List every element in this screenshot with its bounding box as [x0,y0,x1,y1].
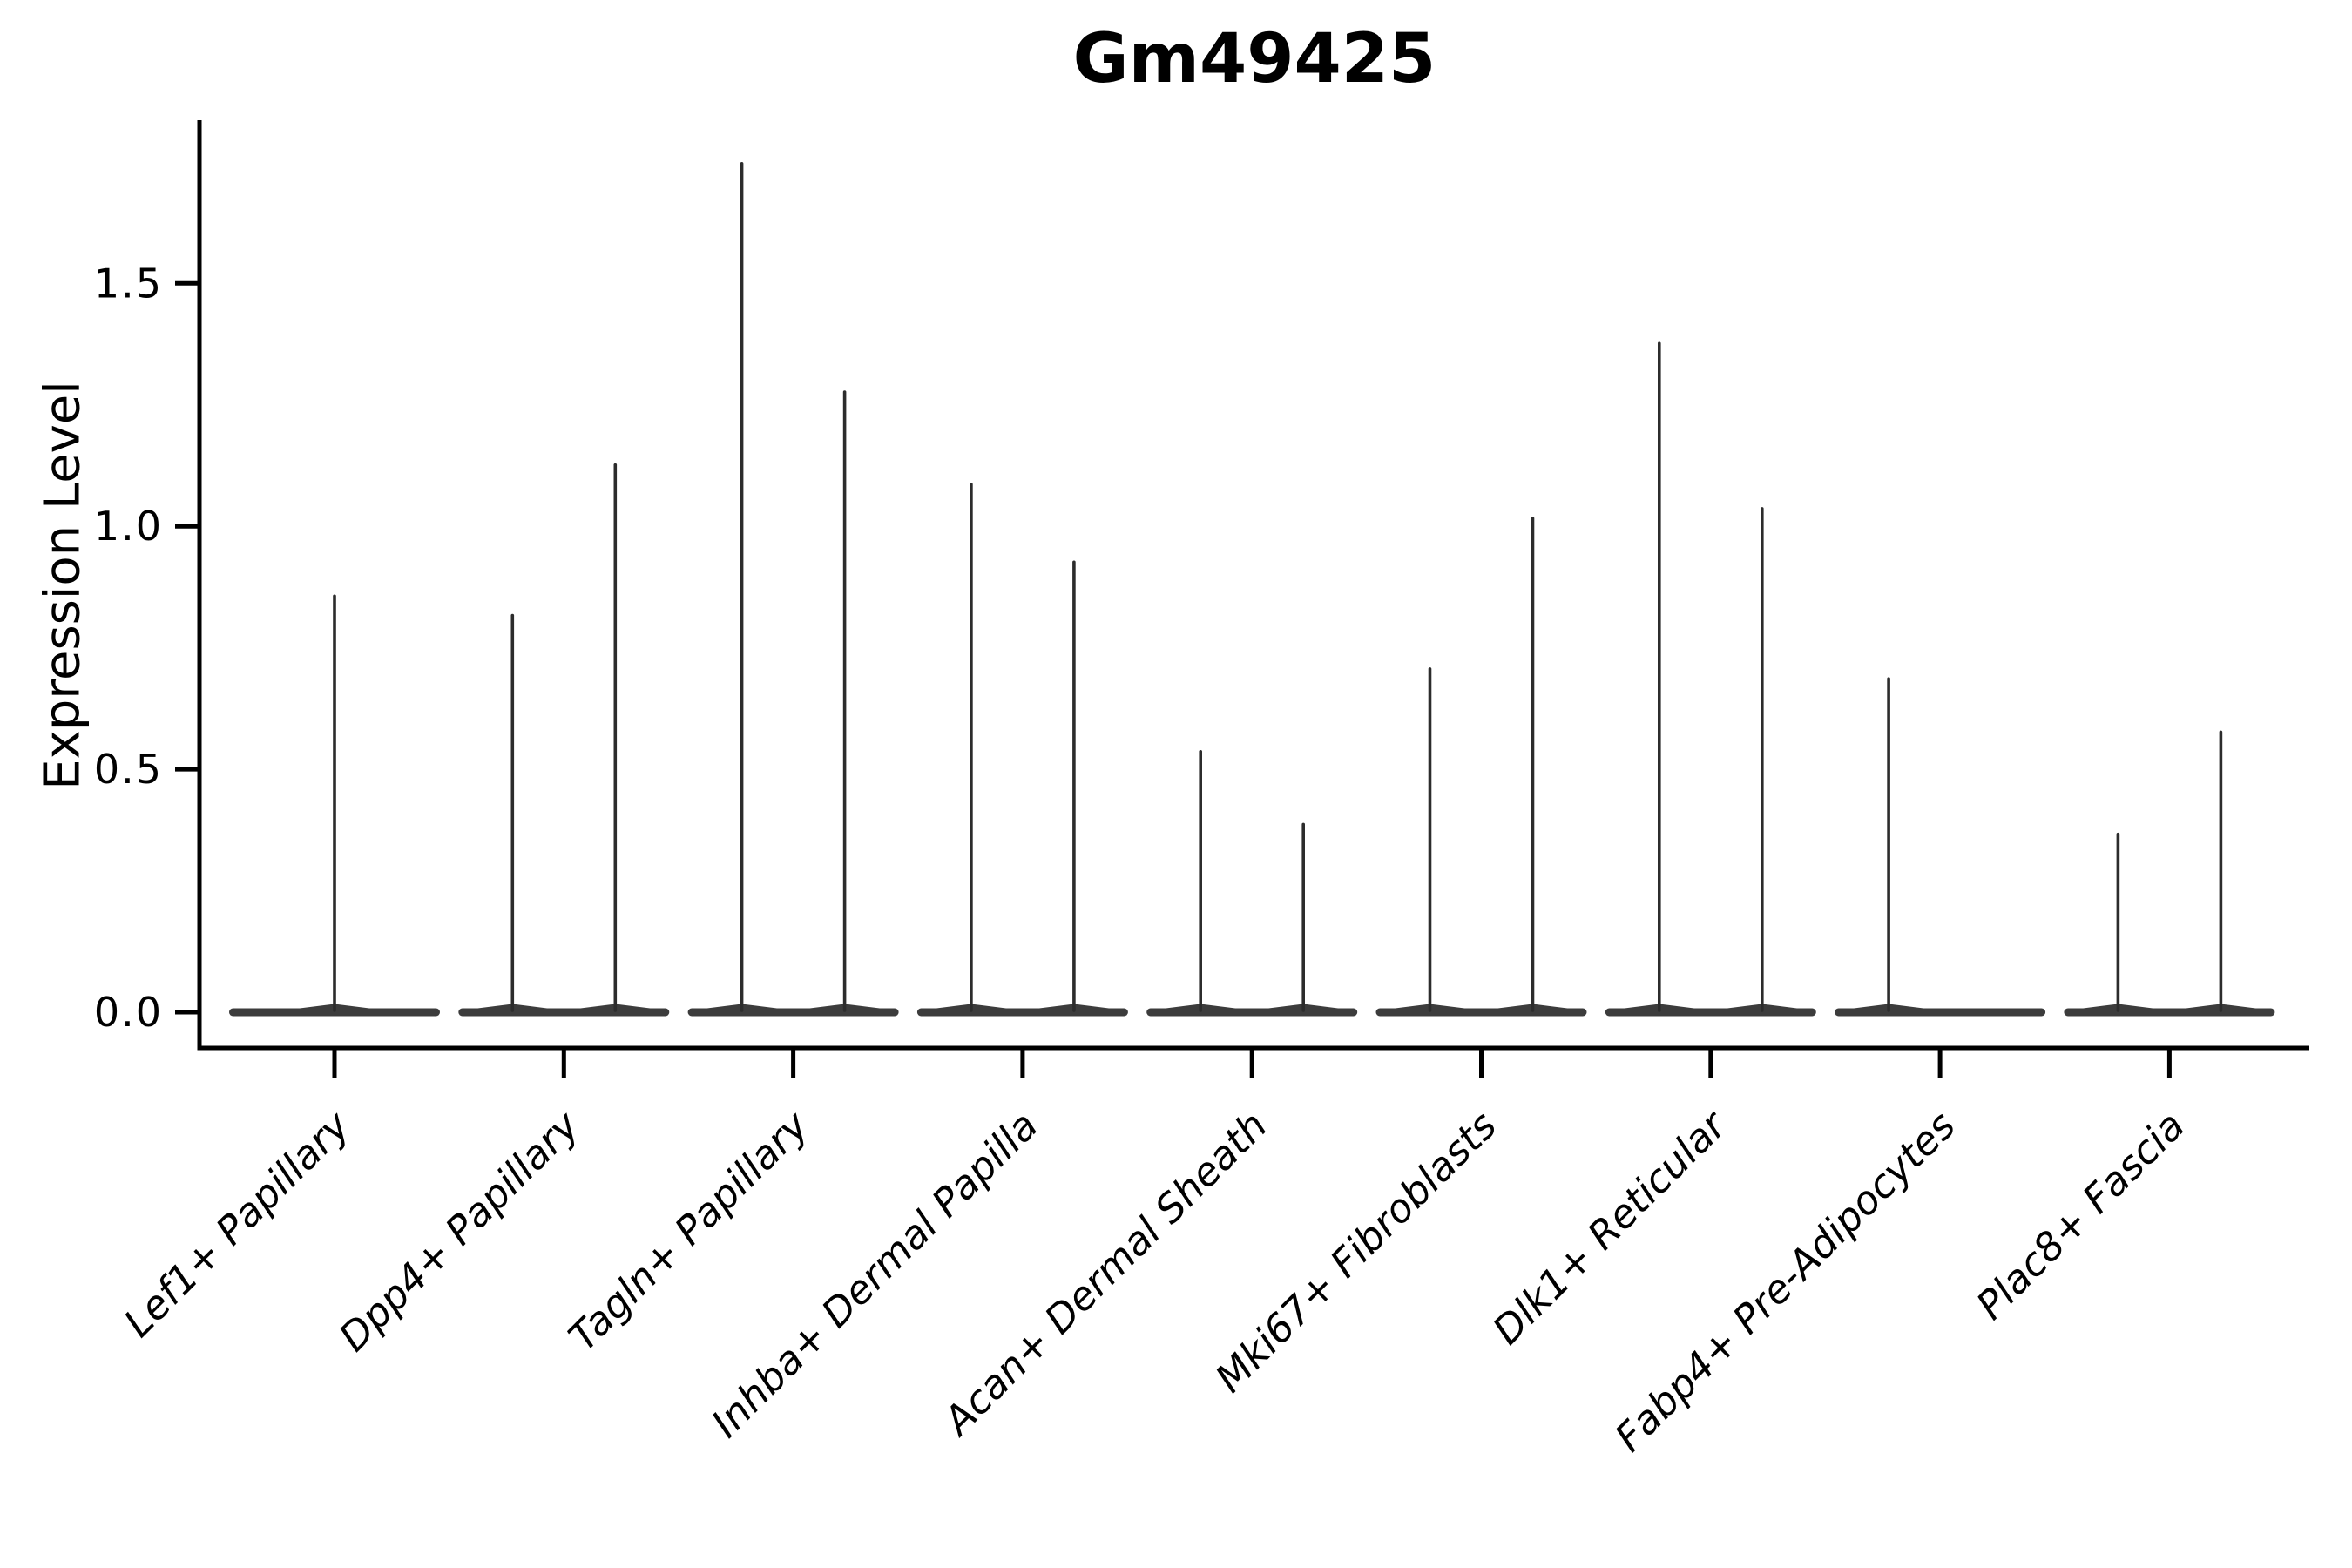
x-tick-label: Dlk1+ Reticular [1484,1101,1736,1354]
violin-base [916,1008,1128,1017]
violin-base [229,1008,440,1017]
violin-base [687,1008,899,1017]
violin-base [2064,1008,2275,1017]
violin-base [458,1008,670,1017]
x-tick-label: Plac8+ Fascia [1967,1102,2193,1328]
violin-base [1375,1008,1587,1017]
y-tick-label: 1.5 [94,260,163,307]
violin-base [1835,1008,2046,1017]
y-tick-label: 1.0 [94,503,163,550]
chart-title: Gm49425 [1072,20,1436,98]
y-axis-label: Expression Level [34,381,91,790]
x-tick-label: Tagln+ Papillary [559,1101,818,1360]
y-tick-label: 0.0 [94,989,163,1036]
x-tick-label: Lef1+ Papillary [115,1101,360,1346]
violin-base [1605,1008,1816,1017]
violin-base [1146,1008,1358,1017]
x-tick-label: Dpp4+ Papillary [330,1101,589,1360]
y-tick-label: 0.5 [94,746,163,793]
